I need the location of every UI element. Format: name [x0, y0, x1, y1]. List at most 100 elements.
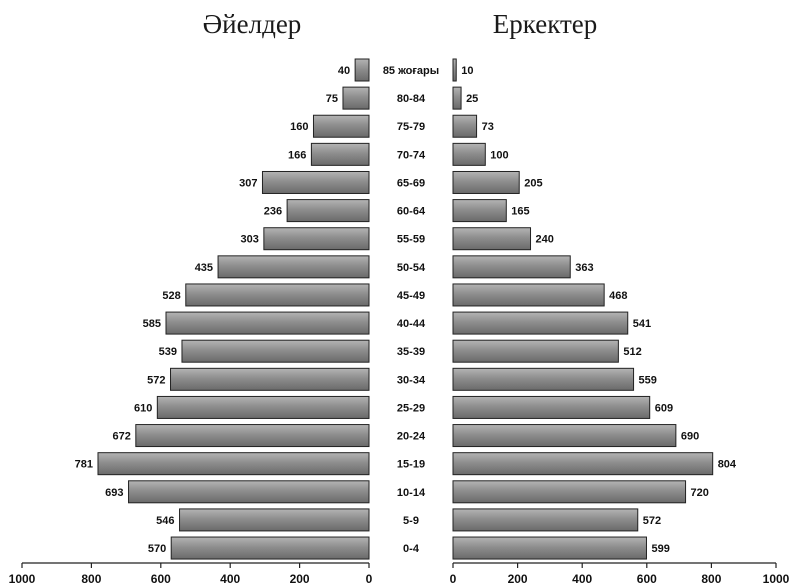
value-label-right-4: 205	[524, 177, 542, 189]
bar-right-11	[452, 367, 635, 391]
value-label-right-5: 165	[511, 206, 529, 218]
bar-right-17	[452, 536, 647, 560]
bar-right-4	[452, 170, 520, 194]
left-series-title: Әйелдер	[203, 9, 302, 39]
age-group-label-10: 35-39	[397, 346, 425, 358]
value-label-right-1: 25	[466, 93, 478, 105]
value-label-left-2: 160	[290, 121, 308, 133]
left-tick-label-0: 0	[366, 572, 373, 586]
age-group-label-0: 85 жоғары	[383, 65, 439, 77]
value-label-left-15: 693	[105, 487, 123, 499]
value-label-right-16: 572	[643, 515, 661, 527]
right-tick-label-2: 400	[572, 572, 592, 586]
value-label-left-13: 672	[112, 431, 130, 443]
value-label-right-9: 541	[633, 318, 651, 330]
age-group-labels: 85 жоғары 80-84 75-79 70-74 65-69 60-64 55-59 5…	[383, 65, 439, 555]
value-label-right-14: 804	[718, 459, 737, 471]
value-label-right-0: 10	[461, 65, 473, 77]
bar-left-12	[156, 395, 370, 419]
age-group-label-8: 45-49	[397, 290, 425, 302]
bar-left-8	[185, 283, 370, 307]
bar-left-6	[263, 227, 370, 251]
x-axes: 0 0 200 200 400 400 600 600 800 800 1000 1000	[9, 562, 790, 586]
value-label-left-8: 528	[162, 290, 180, 302]
bar-right-1	[452, 86, 462, 110]
value-label-left-16: 546	[156, 515, 174, 527]
bar-left-10	[181, 339, 370, 363]
age-group-label-9: 40-44	[397, 318, 426, 330]
age-group-label-12: 25-29	[397, 402, 425, 414]
value-label-left-3: 166	[288, 149, 306, 161]
bar-left-2	[312, 114, 370, 138]
bar-right-5	[452, 199, 507, 223]
left-tick-label-1: 200	[290, 572, 310, 586]
bar-right-14	[452, 452, 714, 476]
value-label-left-1: 75	[326, 93, 338, 105]
age-group-label-2: 75-79	[397, 121, 425, 133]
bar-left-14	[97, 452, 370, 476]
age-group-label-5: 60-64	[397, 206, 426, 218]
bar-left-11	[170, 367, 370, 391]
bar-right-15	[452, 480, 687, 504]
bar-right-9	[452, 311, 629, 335]
left-tick-label-5: 1000	[9, 572, 36, 586]
age-group-label-17: 0-4	[403, 543, 420, 555]
bar-left-7	[217, 255, 370, 279]
value-label-right-15: 720	[691, 487, 709, 499]
bar-left-16	[179, 508, 370, 532]
age-group-label-16: 5-9	[403, 515, 419, 527]
bar-right-10	[452, 339, 619, 363]
bar-left-13	[135, 424, 370, 448]
value-label-right-2: 73	[482, 121, 494, 133]
age-group-label-3: 70-74	[397, 149, 426, 161]
right-tick-label-3: 600	[637, 572, 657, 586]
bar-left-3	[310, 142, 370, 166]
age-group-label-15: 10-14	[397, 487, 426, 499]
bar-left-17	[170, 536, 370, 560]
bar-left-4	[261, 170, 370, 194]
left-tick-label-4: 800	[81, 572, 101, 586]
value-label-right-13: 690	[681, 431, 699, 443]
bar-left-0	[354, 58, 370, 82]
age-group-label-4: 65-69	[397, 177, 425, 189]
age-group-label-6: 55-59	[397, 234, 425, 246]
right-tick-label-5: 1000	[763, 572, 790, 586]
bar-left-1	[342, 86, 370, 110]
age-group-label-14: 15-19	[397, 459, 425, 471]
value-label-right-3: 100	[490, 149, 508, 161]
value-label-right-11: 559	[639, 374, 657, 386]
value-label-right-17: 599	[651, 543, 669, 555]
bar-left-5	[286, 199, 370, 223]
value-label-left-5: 236	[264, 206, 282, 218]
bar-left-9	[165, 311, 370, 335]
value-label-left-4: 307	[239, 177, 257, 189]
bar-right-3	[452, 142, 486, 166]
bar-right-12	[452, 395, 651, 419]
value-label-left-17: 570	[148, 543, 166, 555]
left-tick-label-3: 600	[151, 572, 171, 586]
bar-right-0	[452, 58, 457, 82]
age-group-label-1: 80-84	[397, 93, 426, 105]
value-label-right-8: 468	[609, 290, 627, 302]
right-series-title: Еркектер	[493, 9, 597, 39]
value-label-left-11: 572	[147, 374, 165, 386]
bar-left-15	[128, 480, 370, 504]
bar-right-6	[452, 227, 532, 251]
right-tick-label-0: 0	[450, 572, 457, 586]
right-tick-label-1: 200	[508, 572, 528, 586]
value-label-left-6: 303	[240, 234, 258, 246]
right-bars-group: 10 25 73 100 205 165 240 363 468 541 512 559 609 690 8…	[452, 58, 737, 560]
left-bars-group: 40 75 160 166 307 236 303 435 528 585 539 572 610 672…	[75, 58, 370, 560]
age-group-label-7: 50-54	[397, 262, 426, 274]
value-label-right-12: 609	[655, 402, 673, 414]
value-label-left-10: 539	[159, 346, 177, 358]
bar-right-13	[452, 424, 677, 448]
bar-right-7	[452, 255, 571, 279]
right-tick-label-4: 800	[701, 572, 721, 586]
value-label-right-10: 512	[623, 346, 641, 358]
left-tick-label-2: 400	[220, 572, 240, 586]
age-group-label-13: 20-24	[397, 431, 426, 443]
bar-right-8	[452, 283, 605, 307]
value-label-right-6: 240	[536, 234, 554, 246]
